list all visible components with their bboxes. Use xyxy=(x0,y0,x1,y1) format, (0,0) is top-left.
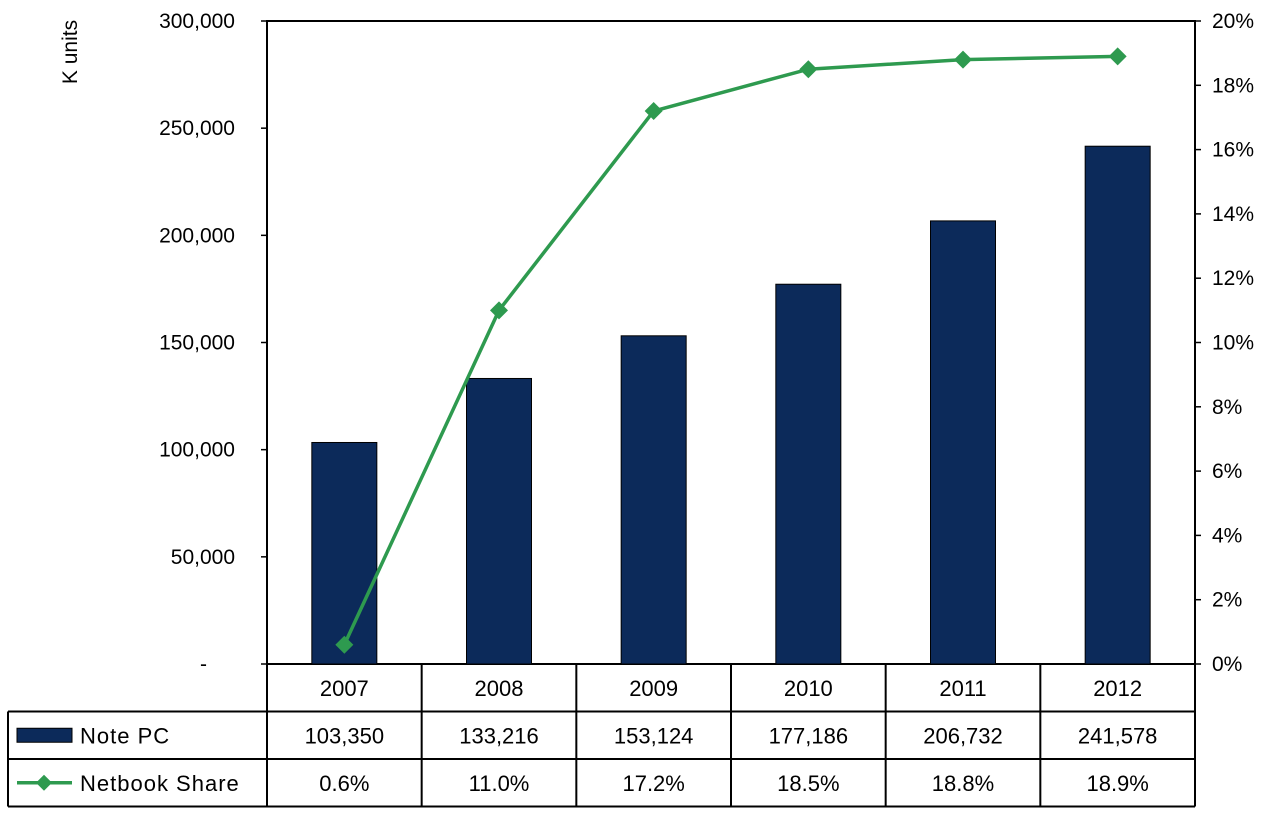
right-tick-label: 4% xyxy=(1212,524,1242,547)
category-label: 2009 xyxy=(629,676,678,701)
line-point-2011 xyxy=(954,50,972,69)
right-tick-label: 12% xyxy=(1212,267,1254,290)
legend-line-label: Netbook Share xyxy=(80,771,240,796)
note-pc-value: 206,732 xyxy=(923,723,1003,748)
y-axis-title: K units xyxy=(59,20,82,84)
legend-bar-label: Note PC xyxy=(80,723,170,748)
netbook-share-value: 0.6% xyxy=(319,771,369,796)
netbook-share-value: 17.2% xyxy=(622,771,684,796)
netbook-share-value: 18.9% xyxy=(1086,771,1148,796)
right-tick-label: 0% xyxy=(1212,653,1242,676)
line-point-2008 xyxy=(490,301,508,320)
right-tick-label: 20% xyxy=(1212,10,1254,33)
category-label: 2008 xyxy=(475,676,524,701)
right-axis: 0% 2% 4% 6% 8% 10% 12% 14% 16% 18% 20% xyxy=(1195,10,1254,676)
netbook-share-value: 18.8% xyxy=(932,771,994,796)
line-series xyxy=(335,47,1127,654)
bar-2009 xyxy=(620,335,687,665)
legend-line-marker xyxy=(36,774,52,791)
left-axis: - 50,000 100,000 150,000 200,000 250,000 300,0… xyxy=(159,10,267,676)
right-tick-label: 14% xyxy=(1212,203,1254,226)
line-point-2012 xyxy=(1108,47,1127,66)
netbook-share-line xyxy=(342,54,1118,646)
legend-bar-swatch xyxy=(16,727,73,743)
left-tick-label: 200,000 xyxy=(159,224,235,247)
line-point-2009 xyxy=(644,102,663,121)
right-tick-label: 6% xyxy=(1212,460,1242,483)
plot-area xyxy=(266,20,1196,665)
bar-2008 xyxy=(466,377,532,665)
category-label: 2011 xyxy=(939,676,986,701)
left-tick-label: 100,000 xyxy=(159,439,235,462)
bar-2012 xyxy=(1084,145,1151,665)
right-tick-label: 18% xyxy=(1212,74,1254,97)
netbook-share-value: 18.5% xyxy=(777,771,839,796)
left-tick-label: 150,000 xyxy=(159,332,235,355)
right-tick-label: 10% xyxy=(1212,332,1254,355)
left-tick-label: 250,000 xyxy=(159,117,235,140)
right-tick-label: 8% xyxy=(1212,396,1242,419)
bar-2011 xyxy=(930,220,996,665)
category-label: 2010 xyxy=(784,676,833,701)
right-tick-label: 16% xyxy=(1212,139,1254,162)
left-tick-label: - xyxy=(200,653,207,676)
left-tick-label: 50,000 xyxy=(171,546,235,569)
note-pc-value: 153,124 xyxy=(614,723,694,748)
note-pc-value: 103,350 xyxy=(305,723,385,748)
category-label: 2012 xyxy=(1093,676,1142,701)
note-pc-value: 241,578 xyxy=(1078,723,1158,748)
netbook-share-value: 11.0% xyxy=(469,771,530,796)
data-table: 2007 2008 2009 2010 2011 2012 Note PC 103,350 13… xyxy=(7,664,1196,808)
line-point-2007 xyxy=(335,635,354,654)
note-pc-value: 133,216 xyxy=(459,723,539,748)
left-tick-label: 300,000 xyxy=(159,10,235,33)
bar-2010 xyxy=(775,283,842,665)
right-tick-label: 2% xyxy=(1212,589,1242,612)
bar-series xyxy=(311,145,1151,665)
line-point-2010 xyxy=(799,60,818,79)
bar-2007 xyxy=(311,441,378,665)
category-label: 2007 xyxy=(320,676,369,701)
note-pc-value: 177,186 xyxy=(769,723,849,748)
